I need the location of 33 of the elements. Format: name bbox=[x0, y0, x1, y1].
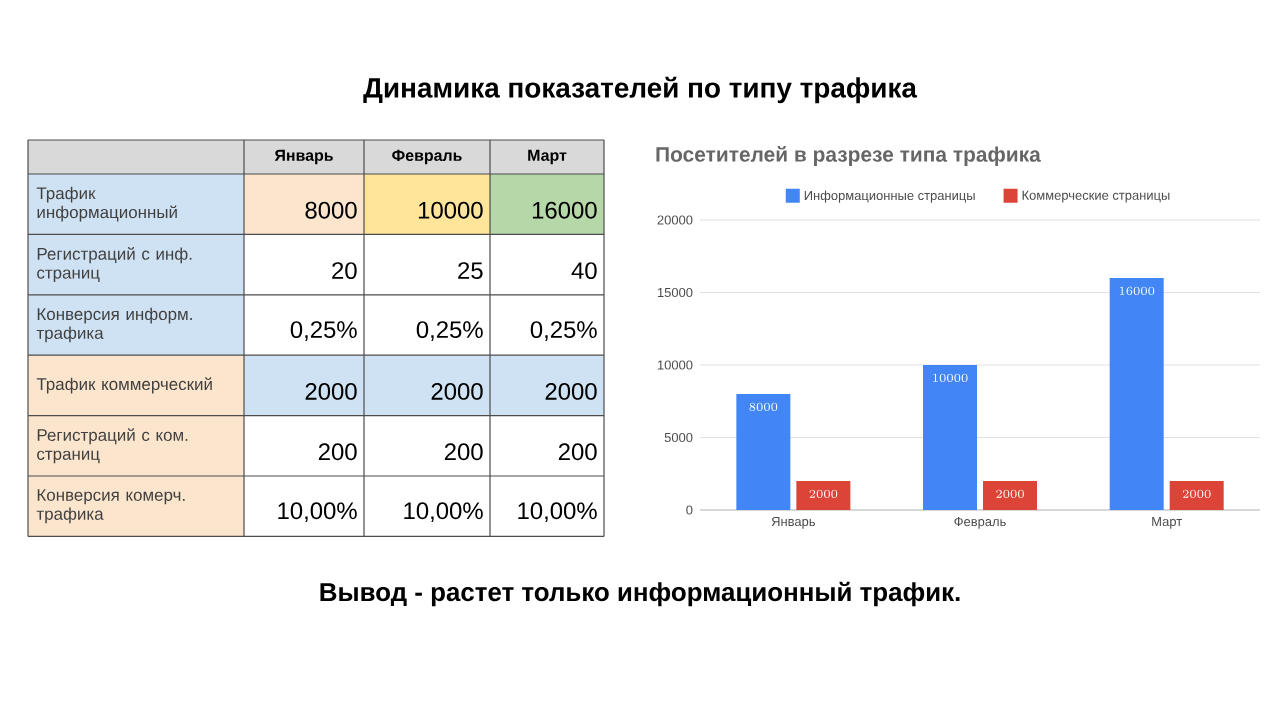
text: 200 bbox=[318, 443, 357, 461]
text: 10,00% bbox=[404, 502, 483, 523]
text: 200 bbox=[558, 443, 597, 461]
text: 20 bbox=[332, 262, 357, 280]
category-label: Трафик коммерческий bbox=[36, 377, 212, 394]
category-label: Регистраций с инф. страниц bbox=[37, 247, 192, 283]
text: 25 bbox=[458, 262, 483, 280]
text: 40 bbox=[571, 262, 597, 280]
text: Вывод - растет только информационный трафик. bbox=[320, 581, 960, 607]
bar bbox=[983, 481, 1038, 510]
bar bbox=[923, 365, 978, 510]
text: 0,25% bbox=[290, 321, 357, 341]
text: 10,00% bbox=[518, 502, 597, 523]
category-label: Конверсия информ. трафика bbox=[36, 307, 192, 343]
bar bbox=[1169, 481, 1224, 510]
text: 0,25% bbox=[416, 321, 483, 341]
text: 16000 bbox=[532, 201, 597, 219]
text: Динамика показателей по типу трафика bbox=[363, 76, 918, 104]
text: 2000 bbox=[545, 382, 597, 400]
text: 10,00% bbox=[278, 502, 357, 523]
category-label: Конверсия комерч. трафика bbox=[36, 489, 185, 524]
bar bbox=[736, 394, 791, 510]
text: 8000 bbox=[305, 201, 357, 219]
chart-title: Посетителей в разрезе типа трафика bbox=[656, 146, 1041, 166]
text: 10000 bbox=[418, 201, 483, 219]
text: 2000 bbox=[305, 382, 357, 400]
text: 200 bbox=[444, 443, 483, 461]
category-label: Трафик информационный bbox=[36, 186, 177, 222]
text: 2000 bbox=[431, 382, 483, 400]
text: 0,25% bbox=[530, 321, 597, 341]
category-label: Регистраций с ком. страниц bbox=[37, 428, 188, 464]
bar bbox=[796, 481, 851, 510]
bar bbox=[1109, 278, 1164, 510]
